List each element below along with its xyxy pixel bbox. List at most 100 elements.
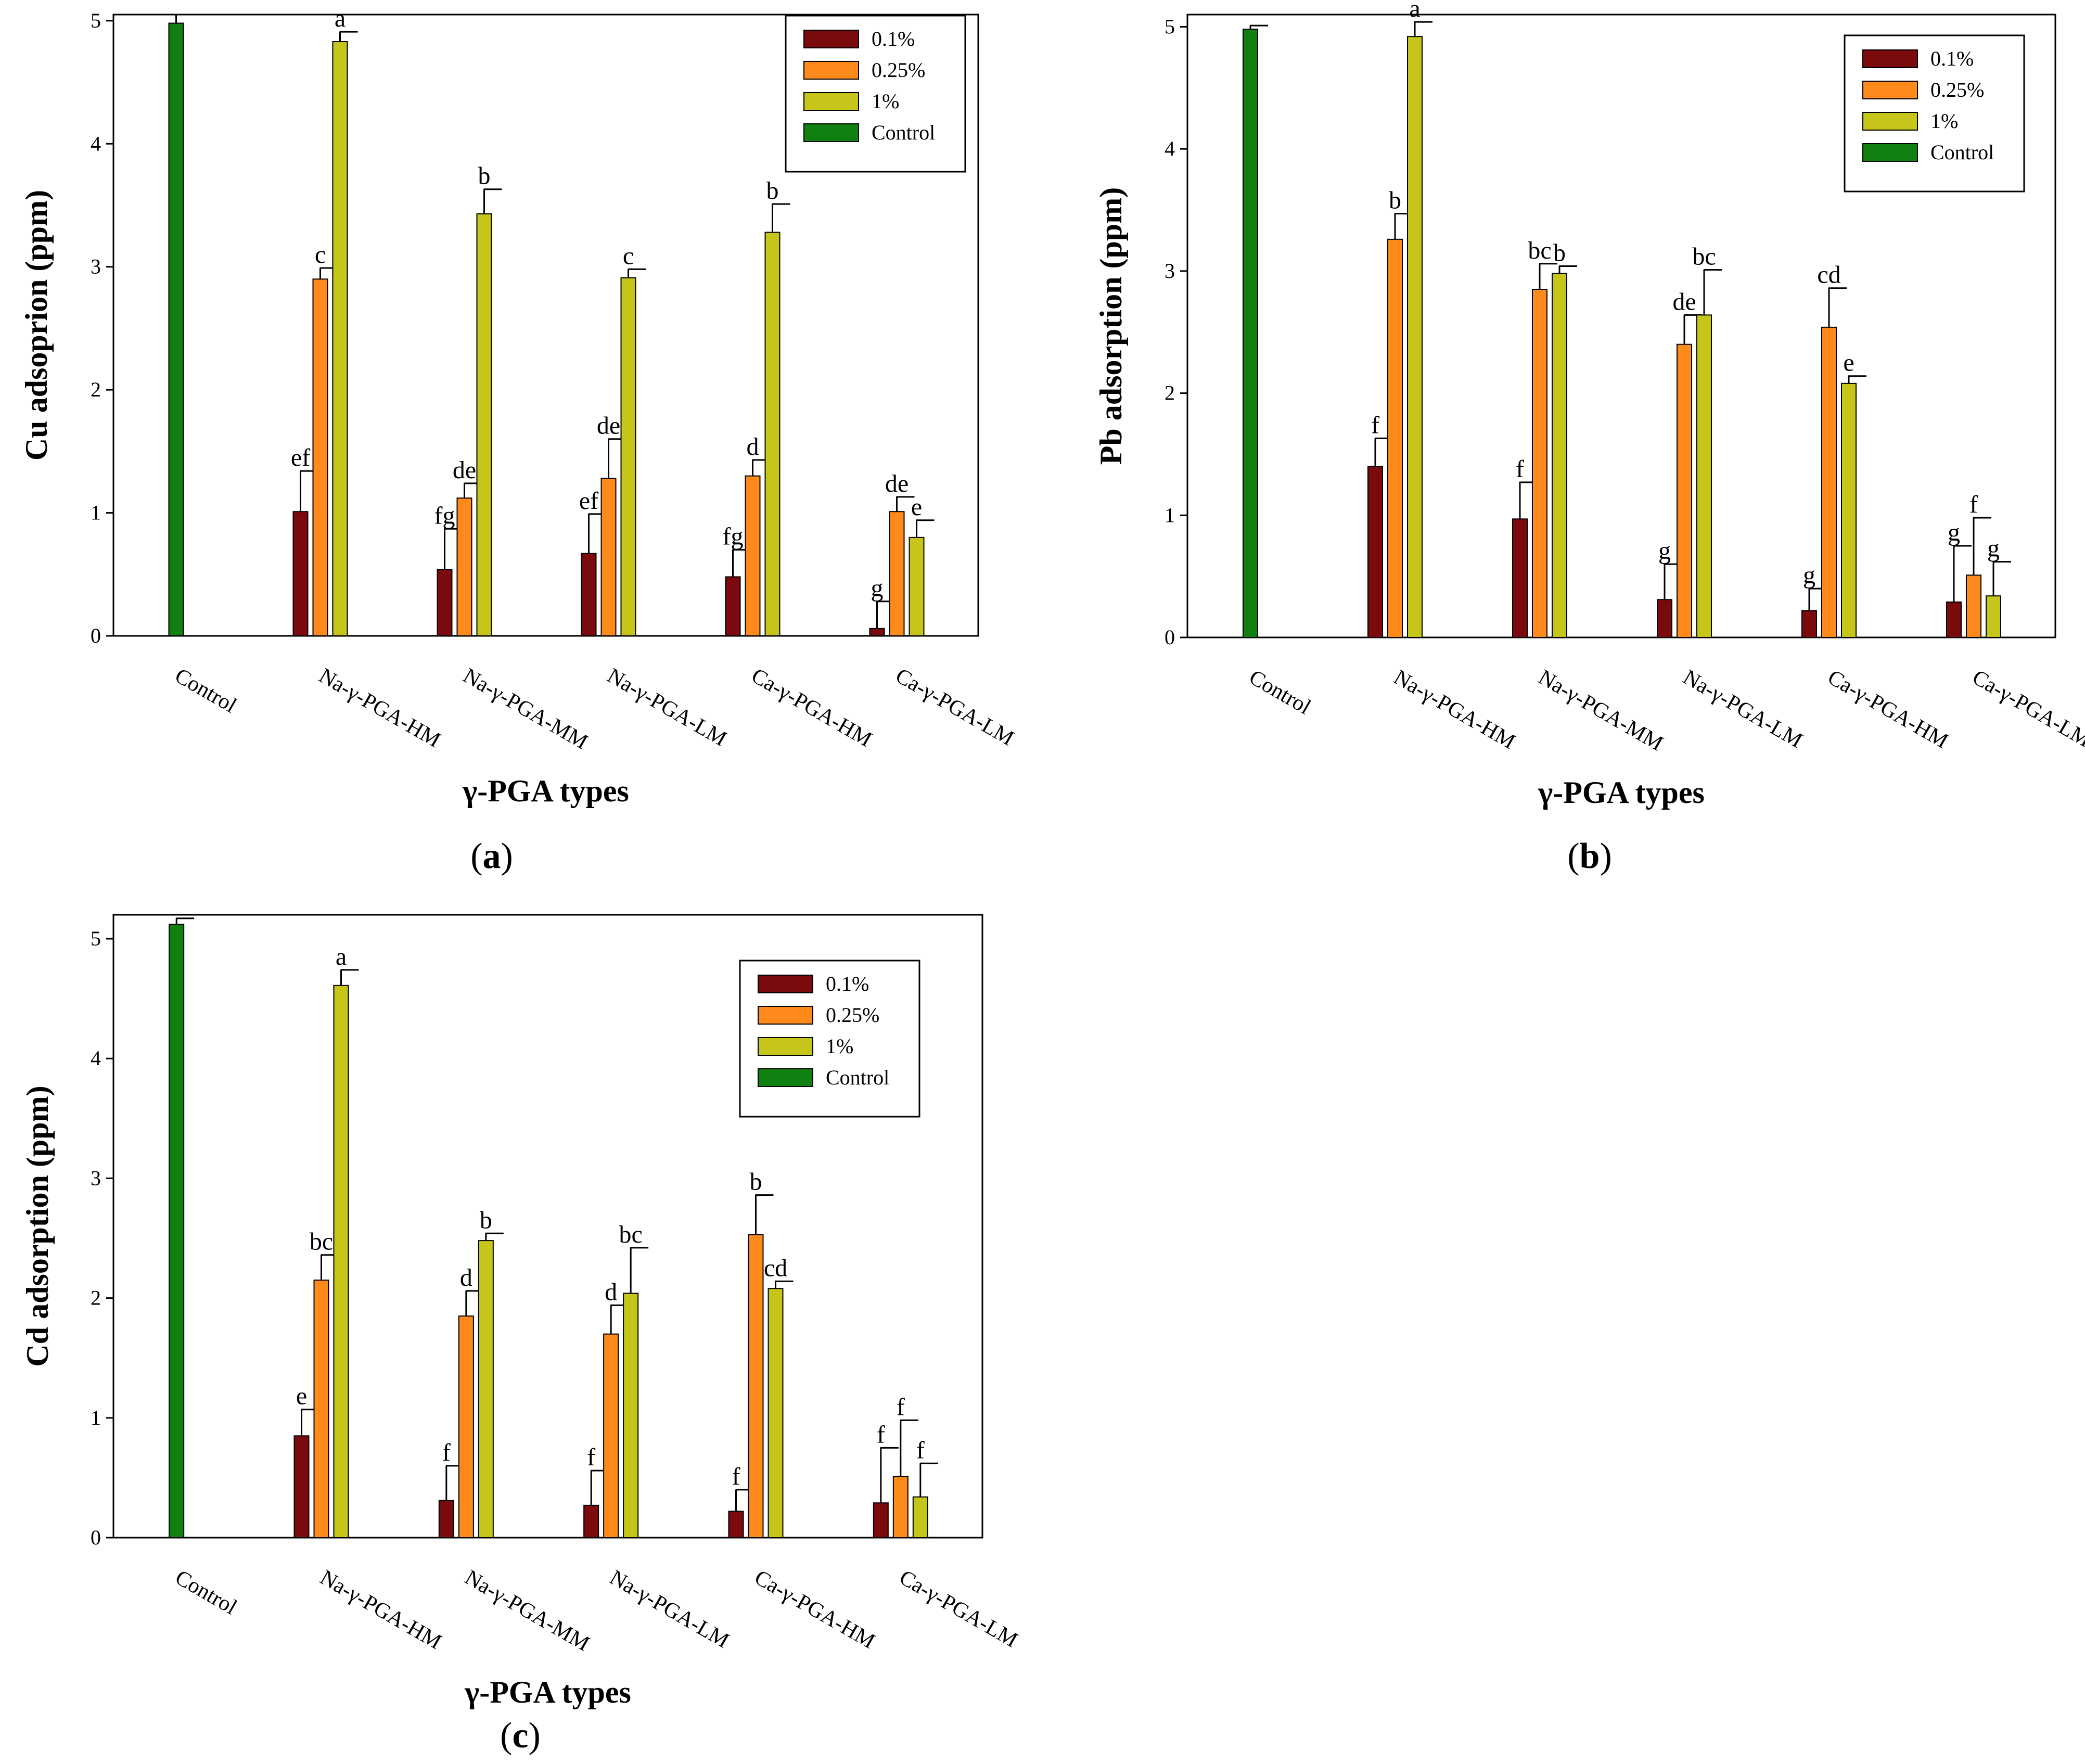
x-category-label: Na-γ-PGA-HM bbox=[1390, 665, 1519, 753]
legend-swatch bbox=[758, 1068, 813, 1087]
bar-0.1pct-2 bbox=[437, 569, 453, 636]
bar-0.1pct-3 bbox=[583, 1504, 599, 1539]
legend-label: 0.1% bbox=[1930, 47, 1974, 70]
bar-0.1pct-5 bbox=[1946, 601, 1962, 638]
legend-swatch bbox=[803, 30, 859, 48]
bar-1pct-1 bbox=[333, 985, 349, 1538]
significance-label: b bbox=[1553, 239, 1566, 266]
caption-open: ( bbox=[470, 836, 482, 876]
y-tick-label: 5 bbox=[1165, 15, 1175, 38]
legend: 0.1% 0.25% 1% Control bbox=[785, 15, 966, 173]
legend-swatch bbox=[1862, 49, 1918, 68]
plot-frame bbox=[112, 914, 983, 1539]
significance-label: e bbox=[296, 1383, 307, 1410]
y-tick-label: 5 bbox=[91, 927, 101, 950]
significance-label: f bbox=[877, 1421, 885, 1448]
legend-swatch bbox=[803, 92, 859, 111]
legend: 0.1% 0.25% 1% Control bbox=[739, 960, 920, 1118]
x-category-label: Na-γ-PGA-LM bbox=[606, 1565, 733, 1653]
y-tick-label: 3 bbox=[91, 1166, 101, 1190]
x-category-label: Ca-γ-PGA-LM bbox=[1968, 665, 2085, 752]
significance-label: fg bbox=[434, 502, 455, 529]
x-category-label: Na-γ-PGA-LM bbox=[1679, 665, 1807, 752]
significance-label: ef bbox=[291, 444, 310, 471]
significance-label: f bbox=[732, 1463, 740, 1490]
bar-1pct-1 bbox=[332, 41, 348, 636]
y-tick-label: 0 bbox=[1165, 625, 1175, 649]
bar-1pct-5 bbox=[909, 536, 925, 636]
caption-close: ) bbox=[501, 836, 513, 876]
significance-label: g bbox=[871, 574, 884, 602]
significance-label: d bbox=[747, 433, 759, 461]
y-tick-label: 0 bbox=[91, 624, 101, 647]
bar-0.25pct-3 bbox=[1677, 343, 1692, 638]
significance-label: de bbox=[885, 470, 909, 497]
significance-label: b bbox=[1389, 187, 1401, 214]
legend-swatch bbox=[1862, 81, 1918, 99]
bar-0.25pct-4 bbox=[748, 1234, 764, 1539]
x-category-label: Control bbox=[171, 1565, 241, 1619]
significance-label: bc bbox=[310, 1228, 333, 1256]
bar-0.1pct-4 bbox=[725, 576, 741, 636]
bar-control bbox=[1243, 29, 1258, 638]
y-tick-label: 1 bbox=[91, 1406, 101, 1429]
bar-0.25pct-4 bbox=[1821, 326, 1837, 638]
y-tick-label: 3 bbox=[91, 255, 101, 278]
y-tick-label: 4 bbox=[91, 1046, 101, 1070]
bar-1pct-3 bbox=[1696, 314, 1712, 638]
bar-0.1pct-1 bbox=[292, 511, 309, 637]
bar-1pct-2 bbox=[1552, 273, 1567, 638]
bar-0.1pct-3 bbox=[1657, 599, 1672, 638]
legend-swatch bbox=[758, 1006, 813, 1025]
caption-close: ) bbox=[1600, 836, 1611, 876]
legend-label: Control bbox=[826, 1066, 889, 1089]
significance-label: f bbox=[442, 1439, 451, 1466]
bar-0.25pct-3 bbox=[600, 478, 617, 636]
legend-label: 0.1% bbox=[826, 972, 869, 995]
x-category-label: Na-γ-PGA-MM bbox=[1534, 665, 1667, 756]
significance-label: bc bbox=[1528, 237, 1551, 264]
y-tick-label: 1 bbox=[91, 501, 101, 525]
bar-0.1pct-1 bbox=[293, 1435, 310, 1538]
bar-0.25pct-3 bbox=[603, 1333, 619, 1539]
significance-label: c bbox=[315, 241, 326, 269]
bar-0.25pct-2 bbox=[456, 497, 472, 636]
significance-label: ef bbox=[579, 487, 598, 515]
bar-0.25pct-5 bbox=[889, 511, 905, 637]
x-category-label: Ca-γ-PGA-LM bbox=[891, 663, 1018, 750]
significance-label: g bbox=[1987, 534, 2000, 562]
legend-label: 0.25% bbox=[826, 1003, 879, 1027]
y-axis-title: Cd adsorption (ppm) bbox=[20, 1085, 55, 1366]
significance-label: f bbox=[587, 1443, 595, 1471]
bar-1pct-2 bbox=[478, 1240, 494, 1538]
bar-control bbox=[168, 22, 184, 636]
legend-swatch bbox=[803, 61, 859, 80]
panel-caption: (a) bbox=[470, 836, 513, 876]
x-category-label: Ca-γ-PGA-LM bbox=[895, 1565, 1021, 1652]
significance-label: bc bbox=[619, 1221, 643, 1248]
legend-swatch bbox=[758, 1037, 813, 1056]
bar-1pct-4 bbox=[764, 232, 781, 636]
bar-1pct-2 bbox=[476, 213, 492, 636]
chart-b: 0 1 2 3 4 5 Control Na-γ-PGA-HM Na-γ-PGA-MM Na-γ-… bbox=[1094, 0, 2085, 876]
bar-1pct-4 bbox=[1841, 382, 1857, 638]
significance-label: f bbox=[916, 1436, 925, 1464]
significance-label: g bbox=[1658, 537, 1671, 565]
chart-a: 0 1 2 3 4 5 Control Na-γ-PGA-HM Na-γ-PGA-MM Na-γ-… bbox=[19, 5, 1018, 876]
legend: 0.1% 0.25% 1% Control bbox=[1844, 34, 2025, 193]
x-category-label: Ca-γ-PGA-HM bbox=[750, 1565, 879, 1653]
y-tick-label: 5 bbox=[91, 9, 101, 32]
significance-label: b bbox=[750, 1168, 762, 1196]
x-category-label: Na-γ-PGA-HM bbox=[315, 663, 444, 752]
significance-label: fg bbox=[723, 522, 744, 550]
significance-label: a bbox=[336, 943, 347, 970]
y-axis-title: Cu adsoprion (ppm) bbox=[19, 190, 54, 461]
y-tick-label: 2 bbox=[91, 1286, 101, 1310]
legend-label: 1% bbox=[1930, 109, 1958, 133]
x-category-label: Ca-γ-PGA-HM bbox=[747, 663, 876, 751]
legend-swatch bbox=[758, 975, 813, 993]
x-category-label: Na-γ-PGA-HM bbox=[316, 1565, 445, 1654]
bar-0.1pct-3 bbox=[581, 553, 597, 637]
bar-1pct-3 bbox=[623, 1293, 639, 1539]
